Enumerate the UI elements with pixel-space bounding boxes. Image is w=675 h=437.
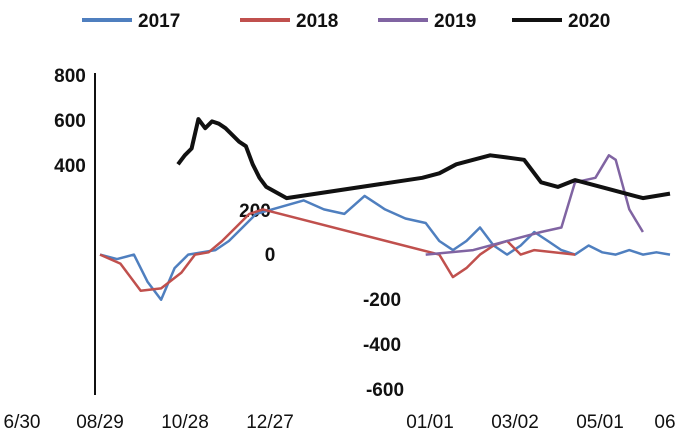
series-line-2019 bbox=[425, 154, 644, 256]
x-tick-label: 12/27 bbox=[246, 412, 294, 433]
x-tick-label: 06 bbox=[654, 412, 675, 433]
x-tick-label: 08/29 bbox=[76, 412, 124, 433]
y-tick-label: -200 bbox=[363, 290, 401, 311]
legend: 2017 2018 2019 2020 bbox=[82, 11, 610, 32]
x-tick-label: 01/01 bbox=[406, 412, 454, 433]
y-tick-label: 0 bbox=[265, 245, 276, 266]
y-tick-label: -600 bbox=[366, 380, 404, 401]
y-tick-label: 400 bbox=[54, 156, 86, 177]
series-layer bbox=[99, 117, 671, 301]
y-tick-label: 800 bbox=[54, 66, 86, 87]
x-tick-label: 10/28 bbox=[161, 412, 209, 433]
x-tick-label: 6/30 bbox=[4, 412, 41, 433]
legend-label-2017: 2017 bbox=[138, 11, 180, 32]
x-tick-label: 03/02 bbox=[491, 412, 539, 433]
x-tick-label: 05/01 bbox=[576, 412, 624, 433]
legend-label-2019: 2019 bbox=[434, 11, 476, 32]
series-line-2020 bbox=[176, 117, 671, 201]
legend-label-2018: 2018 bbox=[296, 11, 338, 32]
x-axis-tick-labels: 6/30 08/29 10/28 12/27 01/01 03/02 05/01 06 bbox=[4, 412, 675, 433]
y-tick-label: 600 bbox=[54, 111, 86, 132]
y-tick-label: -400 bbox=[363, 335, 401, 356]
legend-label-2020: 2020 bbox=[568, 11, 610, 32]
series-line-2017 bbox=[99, 194, 671, 301]
